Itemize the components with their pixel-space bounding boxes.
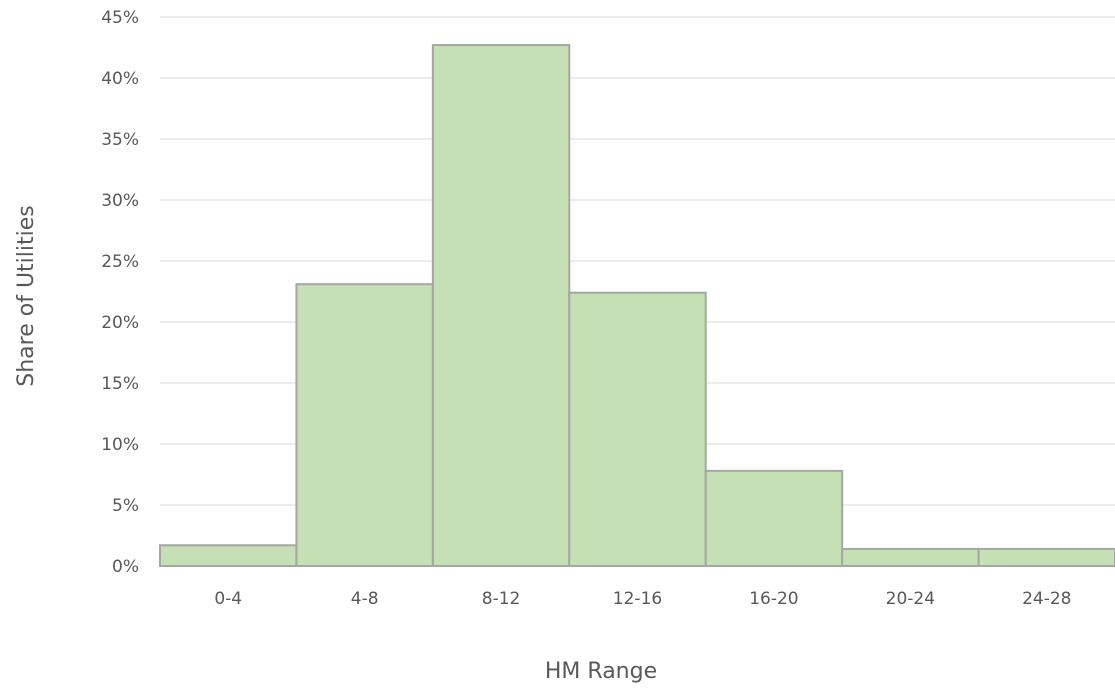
x-tick-label: 16-20	[749, 589, 798, 609]
y-tick-label: 30%	[101, 191, 139, 211]
x-tick-label: 20-24	[886, 589, 935, 609]
y-tick-label: 45%	[101, 8, 139, 28]
bars	[159, 44, 1115, 568]
y-axis-label: Share of Utilities	[14, 205, 39, 386]
bar-4-8	[295, 283, 434, 567]
bar-0-4	[159, 544, 298, 568]
y-tick-label: 35%	[101, 130, 139, 150]
y-tick-label: 20%	[101, 313, 139, 333]
x-tick-label: 8-12	[482, 589, 521, 609]
bar-16-20	[704, 469, 844, 567]
x-tick-label: 12-16	[613, 589, 662, 609]
y-tick-label: 0%	[112, 557, 139, 577]
bar-12-16	[568, 291, 707, 567]
x-tick-label: 0-4	[214, 589, 242, 609]
bar-8-12	[431, 44, 571, 568]
y-tick-label: 40%	[101, 69, 139, 89]
y-axis-ticks: 0% 5% 10% 15% 20% 25% 30% 35% 40% 45%	[101, 8, 139, 577]
bar-20-24	[841, 547, 980, 567]
x-tick-label: 4-8	[351, 589, 379, 609]
y-tick-label: 15%	[101, 374, 139, 394]
x-axis-label: HM Range	[545, 659, 657, 684]
x-tick-label: 24-28	[1022, 589, 1071, 609]
x-axis-ticks: 0-4 4-8 8-12 12-16 16-20 20-24 24-28	[214, 589, 1071, 609]
y-tick-label: 25%	[101, 252, 139, 272]
y-tick-label: 5%	[112, 496, 139, 516]
bar-24-28	[977, 547, 1115, 567]
y-tick-label: 10%	[101, 435, 139, 455]
